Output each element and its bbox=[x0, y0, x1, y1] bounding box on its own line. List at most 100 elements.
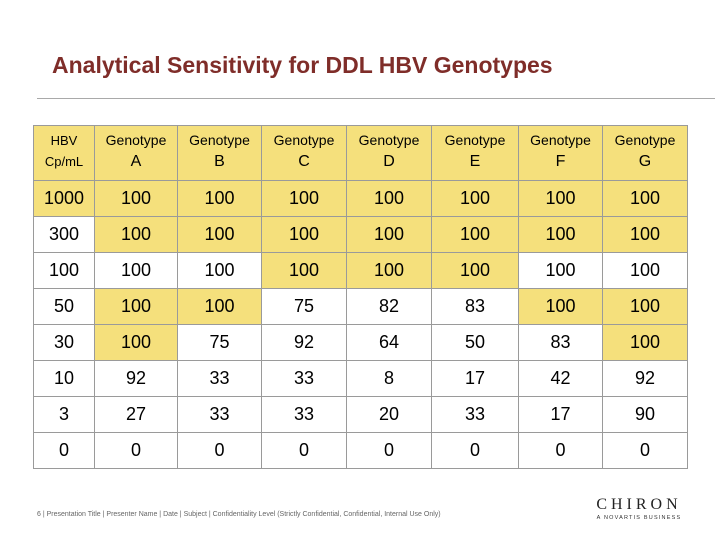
genotype-value-cell: 33 bbox=[177, 396, 262, 433]
logo-tagline: A NOVARTIS BUSINESS bbox=[596, 515, 682, 521]
genotype-value-cell: 0 bbox=[431, 432, 519, 469]
header-line2: B bbox=[214, 153, 225, 170]
genotype-value-cell: 100 bbox=[177, 288, 262, 325]
row-concentration-cell: 3 bbox=[33, 396, 95, 433]
row-concentration-cell: 30 bbox=[33, 324, 95, 361]
chiron-logo: CHIRON A NOVARTIS BUSINESS bbox=[580, 496, 698, 522]
genotype-value-cell: 0 bbox=[261, 432, 347, 469]
genotype-value-cell: 100 bbox=[94, 324, 178, 361]
genotype-value-cell: 92 bbox=[94, 360, 178, 397]
genotype-value-cell: 100 bbox=[431, 252, 519, 289]
logo-wordmark: CHIRON bbox=[596, 496, 682, 513]
genotype-value-cell: 100 bbox=[518, 252, 603, 289]
header-line1: Genotype bbox=[105, 132, 167, 148]
genotype-value-cell: 20 bbox=[346, 396, 432, 433]
genotype-value-cell: 33 bbox=[177, 360, 262, 397]
genotype-value-cell: 100 bbox=[261, 180, 347, 217]
genotype-value-cell: 100 bbox=[602, 324, 688, 361]
table-row: 30 100 75 92 64 50 83 100 bbox=[33, 324, 688, 361]
genotype-value-cell: 100 bbox=[518, 288, 603, 325]
genotype-value-cell: 100 bbox=[94, 288, 178, 325]
genotype-value-cell: 100 bbox=[94, 180, 178, 217]
header-line1: Genotype bbox=[444, 132, 506, 148]
header-line1: Genotype bbox=[530, 132, 591, 148]
genotype-value-cell: 92 bbox=[602, 360, 688, 397]
genotype-value-cell: 0 bbox=[346, 432, 432, 469]
genotype-value-cell: 82 bbox=[346, 288, 432, 325]
header-line2: D bbox=[383, 153, 395, 170]
genotype-value-cell: 100 bbox=[346, 180, 432, 217]
genotype-value-cell: 100 bbox=[94, 216, 178, 253]
genotype-value-cell: 100 bbox=[518, 180, 603, 217]
genotype-value-cell: 100 bbox=[94, 252, 178, 289]
genotype-value-cell: 33 bbox=[261, 396, 347, 433]
row-concentration-cell: 50 bbox=[33, 288, 95, 325]
header-genotype-e: Genotype E bbox=[431, 125, 519, 181]
header-line2: Cp/mL bbox=[44, 154, 84, 169]
table-header-row: HBV Cp/mL Genotype A Genotype B Genotype… bbox=[33, 125, 688, 181]
genotype-value-cell: 75 bbox=[177, 324, 262, 361]
genotype-value-cell: 100 bbox=[602, 288, 688, 325]
header-genotype-f: Genotype F bbox=[518, 125, 603, 181]
genotype-value-cell: 27 bbox=[94, 396, 178, 433]
title-divider bbox=[37, 98, 715, 99]
genotype-value-cell: 100 bbox=[177, 252, 262, 289]
header-genotype-b: Genotype B bbox=[177, 125, 262, 181]
table-row: 1000 100 100 100 100 100 100 100 bbox=[33, 180, 688, 217]
header-line1: HBV bbox=[50, 133, 78, 148]
genotype-value-cell: 33 bbox=[431, 396, 519, 433]
genotype-value-cell: 92 bbox=[261, 324, 347, 361]
genotype-value-cell: 100 bbox=[261, 216, 347, 253]
header-line1: Genotype bbox=[614, 132, 676, 148]
table-row: 3 27 33 33 20 33 17 90 bbox=[33, 396, 688, 433]
genotype-value-cell: 0 bbox=[177, 432, 262, 469]
header-genotype-c: Genotype C bbox=[261, 125, 347, 181]
genotype-value-cell: 0 bbox=[518, 432, 603, 469]
header-hbv-cpml: HBV Cp/mL bbox=[33, 125, 95, 181]
genotype-value-cell: 100 bbox=[602, 216, 688, 253]
genotype-sensitivity-table: HBV Cp/mL Genotype A Genotype B Genotype… bbox=[33, 125, 688, 469]
slide-title: Analytical Sensitivity for DDL HBV Genot… bbox=[52, 52, 553, 78]
genotype-value-cell: 100 bbox=[602, 252, 688, 289]
genotype-value-cell: 83 bbox=[431, 288, 519, 325]
footer-text: 6 | Presentation Title | Presenter Name … bbox=[37, 511, 441, 518]
genotype-value-cell: 50 bbox=[431, 324, 519, 361]
genotype-value-cell: 17 bbox=[518, 396, 603, 433]
genotype-value-cell: 100 bbox=[261, 252, 347, 289]
table-row: 50 100 100 75 82 83 100 100 bbox=[33, 288, 688, 325]
header-genotype-d: Genotype D bbox=[346, 125, 432, 181]
genotype-value-cell: 100 bbox=[431, 180, 519, 217]
genotype-value-cell: 0 bbox=[94, 432, 178, 469]
row-concentration-cell: 100 bbox=[33, 252, 95, 289]
genotype-value-cell: 100 bbox=[177, 216, 262, 253]
genotype-value-cell: 90 bbox=[602, 396, 688, 433]
header-line2: F bbox=[555, 153, 566, 170]
header-line1: Genotype bbox=[273, 132, 335, 148]
row-concentration-cell: 1000 bbox=[33, 180, 95, 217]
header-line2: C bbox=[298, 153, 310, 170]
row-concentration-cell: 300 bbox=[33, 216, 95, 253]
header-line2: A bbox=[130, 153, 142, 170]
header-line2: G bbox=[638, 153, 652, 170]
table-body: 1000 100 100 100 100 100 100 100 300 100 100 100 100… bbox=[33, 180, 688, 469]
header-line1: Genotype bbox=[189, 132, 250, 148]
table-row: 300 100 100 100 100 100 100 100 bbox=[33, 216, 688, 253]
table-row: 100 100 100 100 100 100 100 100 bbox=[33, 252, 688, 289]
genotype-value-cell: 8 bbox=[346, 360, 432, 397]
header-genotype-a: Genotype A bbox=[94, 125, 178, 181]
genotype-value-cell: 100 bbox=[177, 180, 262, 217]
genotype-value-cell: 100 bbox=[346, 216, 432, 253]
genotype-value-cell: 100 bbox=[602, 180, 688, 217]
genotype-value-cell: 100 bbox=[431, 216, 519, 253]
genotype-value-cell: 42 bbox=[518, 360, 603, 397]
table-row: 10 92 33 33 8 17 42 92 bbox=[33, 360, 688, 397]
genotype-value-cell: 100 bbox=[518, 216, 603, 253]
genotype-value-cell: 64 bbox=[346, 324, 432, 361]
genotype-value-cell: 100 bbox=[346, 252, 432, 289]
genotype-value-cell: 17 bbox=[431, 360, 519, 397]
genotype-value-cell: 83 bbox=[518, 324, 603, 361]
row-concentration-cell: 0 bbox=[33, 432, 95, 469]
genotype-value-cell: 75 bbox=[261, 288, 347, 325]
row-concentration-cell: 10 bbox=[33, 360, 95, 397]
